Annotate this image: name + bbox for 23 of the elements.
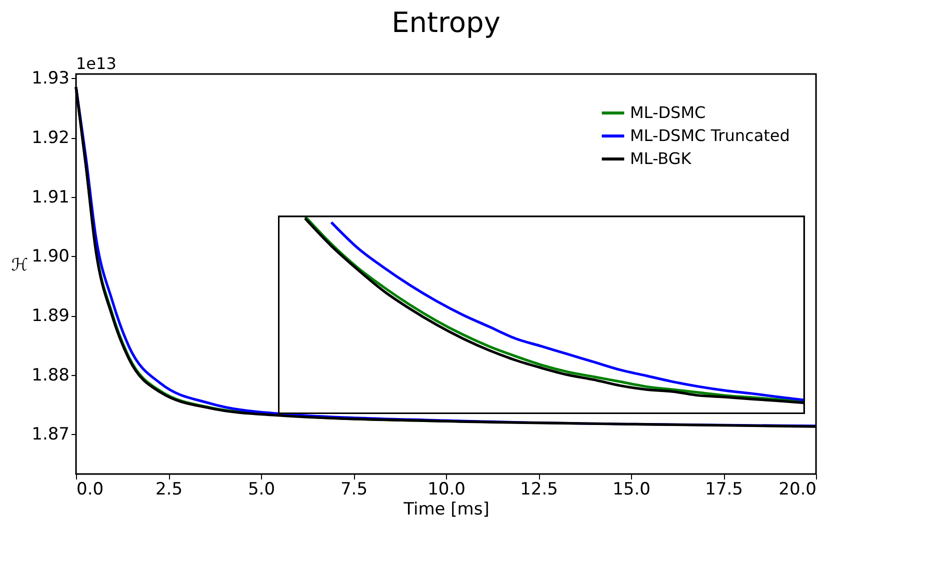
y-tick-label: 1.93 xyxy=(32,68,70,89)
y-axis-title: ℋ xyxy=(11,256,28,276)
y-tick-label: 1.87 xyxy=(32,424,70,445)
x-tick-label: 5.0 xyxy=(248,480,276,500)
y-tick-label: 1.90 xyxy=(32,246,70,267)
x-tick-label: 7.5 xyxy=(340,480,368,500)
text: 1e13 xyxy=(76,54,116,73)
x-tick-label: 12.5 xyxy=(520,480,558,500)
legend-label: ML-DSMC xyxy=(630,103,706,122)
y-tick-label: 1.92 xyxy=(32,128,70,148)
x-tick-label: 0.0 xyxy=(76,480,104,500)
legend-label: ML-BGK xyxy=(630,149,692,168)
y-tick-label: 1.89 xyxy=(32,306,70,326)
chart-title: Entropy xyxy=(392,6,500,39)
x-tick-label: 15.0 xyxy=(612,480,650,500)
y-tick-label: 1.88 xyxy=(32,365,70,386)
x-tick-label: 10.0 xyxy=(428,480,466,500)
x-tick-label: 20.0 xyxy=(778,480,816,500)
x-axis-title: Time [ms] xyxy=(402,500,490,520)
legend-label: ML-DSMC Truncated xyxy=(630,126,790,145)
x-tick-label: 17.5 xyxy=(705,480,743,500)
x-tick-label: 2.5 xyxy=(155,480,183,500)
y-tick-label: 1.91 xyxy=(32,187,70,208)
